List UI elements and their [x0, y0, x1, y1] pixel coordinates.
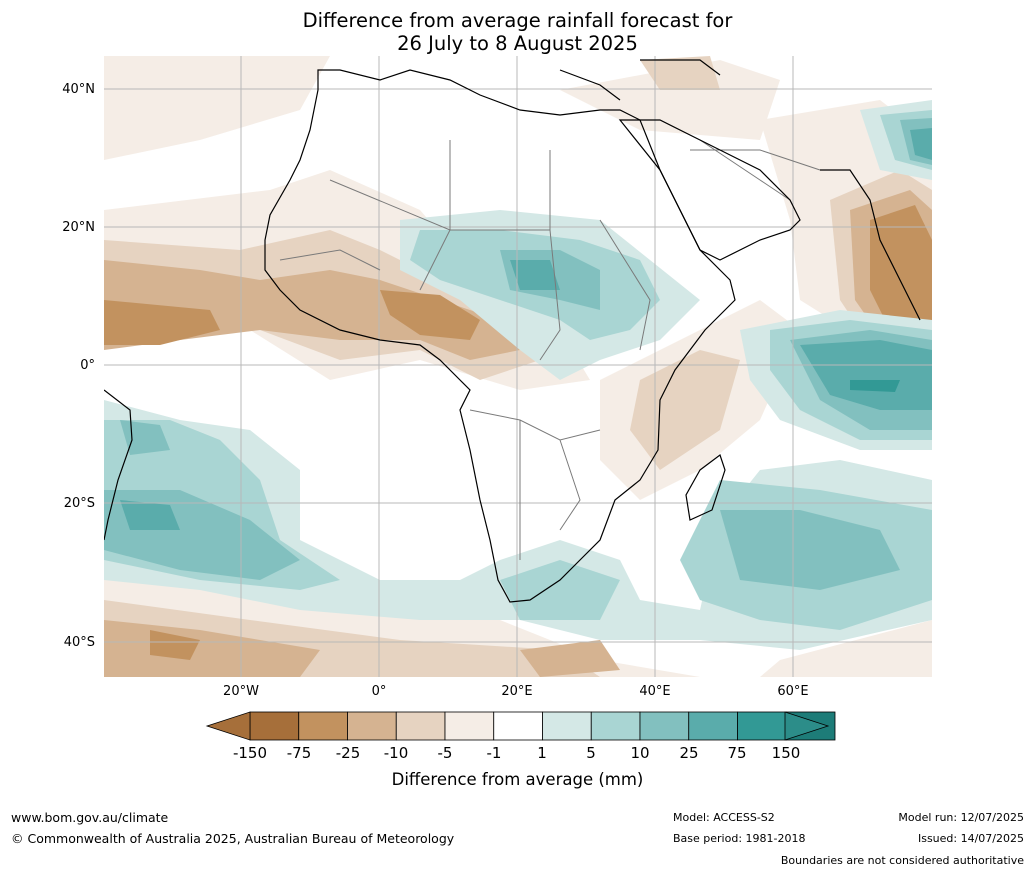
colorbar-low-extension [205, 711, 251, 741]
lat-label-40s: 40°S [63, 635, 95, 650]
colorbar-tick-label: -10 [383, 744, 409, 762]
lon-label-40e: 40°E [639, 684, 671, 699]
colorbar-segment [639, 711, 690, 741]
colorbar-title: Difference from average (mm) [391, 770, 644, 789]
footer-base-period: Base period: 1981-2018 [673, 832, 806, 845]
colorbar-segment [542, 711, 592, 741]
colorbar-tick-label: -25 [335, 744, 361, 762]
colorbar-segment [347, 711, 397, 741]
anomaly-wet-very-strong-fields [120, 128, 932, 530]
colorbar-segment [688, 711, 738, 741]
map-plot-area [104, 56, 932, 677]
colorbar-segment [493, 711, 543, 741]
colorbar-tick-label: 10 [630, 744, 650, 762]
colorbar-tick-label: 25 [679, 744, 699, 762]
anomaly-dry-very-strong-fields [104, 205, 932, 660]
colorbar-segment [590, 711, 641, 741]
lat-label-20n: 20°N [62, 220, 95, 235]
country-borders [279, 139, 821, 560]
graticule [104, 56, 932, 677]
colorbar-segments [249, 711, 836, 741]
footer-model: Model: ACCESS-S2 [673, 811, 775, 824]
colorbar-tick-label: -5 [437, 744, 453, 762]
map-title-line-1: Difference from average rainfall forecas… [302, 9, 733, 32]
lat-label-20s: 20°S [63, 496, 95, 511]
lon-label-60e: 60°E [777, 684, 809, 699]
colorbar-tick-label: 1 [537, 744, 547, 762]
footer-model-run: Model run: 12/07/2025 [898, 811, 1024, 824]
colorbar-high-extension [784, 711, 830, 741]
colorbar-tick-label: 150 [771, 744, 801, 762]
map-title-line-2: 26 July to 8 August 2025 [397, 32, 638, 55]
colorbar-segment [444, 711, 495, 741]
colorbar-tick-label: 5 [586, 744, 596, 762]
lon-label-20w: 20°W [223, 684, 259, 699]
colorbar-tick-label: -150 [232, 744, 268, 762]
coastlines [104, 59, 921, 603]
footer-copyright: © Commonwealth of Australia 2025, Austra… [11, 831, 455, 846]
colorbar-segment [249, 711, 300, 741]
colorbar-tick-label: -1 [486, 744, 502, 762]
lat-label-40n: 40°N [62, 82, 95, 97]
colorbar-segment [737, 711, 787, 741]
colorbar-tick-label: -75 [286, 744, 312, 762]
footer-disclaimer: Boundaries are not considered authoritat… [780, 854, 1024, 867]
lat-label-equator: 0° [80, 358, 95, 373]
lon-label-20e: 20°E [501, 684, 533, 699]
colorbar-segment [395, 711, 446, 741]
anomaly-wet-extreme-fields [850, 380, 900, 392]
footer-issued: Issued: 14/07/2025 [917, 832, 1024, 845]
footer-url[interactable]: www.bom.gov.au/climate [11, 810, 169, 825]
colorbar-tick-label: 75 [727, 744, 747, 762]
colorbar [205, 711, 836, 741]
colorbar-segment [298, 711, 348, 741]
lon-label-0: 0° [371, 684, 387, 699]
